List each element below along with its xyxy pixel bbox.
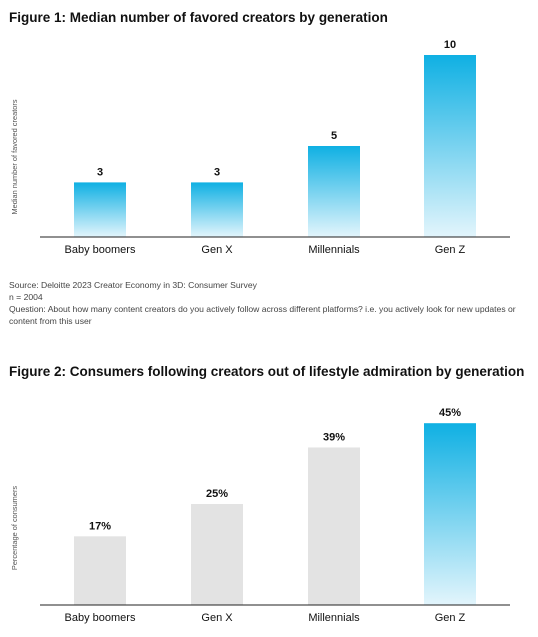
sample-size-note: n = 2004 xyxy=(9,292,43,302)
chart-2-value-label-1: 17% xyxy=(89,520,111,532)
chart-1-value-label-4: 10 xyxy=(444,39,456,51)
chart-1-value-label-3: 5 xyxy=(331,130,337,142)
chart-1-value-label-2: 3 xyxy=(214,166,220,178)
chart-1-category-label-1: Baby boomers xyxy=(65,244,136,256)
chart-2-bar-2 xyxy=(191,504,243,605)
chart-2-bar-1 xyxy=(74,536,126,605)
chart-2-bar-3 xyxy=(308,447,360,605)
chart-1-y-axis-label: Median number of favored creators xyxy=(10,99,19,214)
chart-1-category-label-3: Millennials xyxy=(308,244,360,256)
chart-1-bar-2 xyxy=(191,182,243,237)
chart-2-value-label-3: 39% xyxy=(323,431,345,443)
chart-2-category-label-4: Gen Z xyxy=(435,612,466,624)
chart-1-bar-3 xyxy=(308,146,360,237)
chart-1-category-label-2: Gen X xyxy=(201,244,233,256)
chart-2-category-label-3: Millennials xyxy=(308,612,360,624)
chart-2-bar-4 xyxy=(424,423,476,605)
chart-2-y-axis-label: Percentage of consumers xyxy=(10,486,19,571)
chart-2-value-label-4: 45% xyxy=(439,407,461,419)
chart-1-bar-4 xyxy=(424,55,476,237)
chart-2-category-label-1: Baby boomers xyxy=(65,612,136,624)
chart-2-category-label-2: Gen X xyxy=(201,612,233,624)
chart-1: Median number of favored creators 3 Baby b… xyxy=(10,39,510,256)
question-note: Question: About how many content creator… xyxy=(9,304,516,326)
chart-1-value-label-1: 3 xyxy=(97,166,103,178)
chart-1-category-label-4: Gen Z xyxy=(435,244,466,256)
source-note: Source: Deloitte 2023 Creator Economy in… xyxy=(9,280,257,290)
chart-1-notes: Source: Deloitte 2023 Creator Economy in… xyxy=(9,279,537,327)
chart-1-bar-1 xyxy=(74,182,126,237)
chart-1-title: Figure 1: Median number of favored creat… xyxy=(9,10,388,25)
chart-2-value-label-2: 25% xyxy=(206,488,228,500)
chart-2-title: Figure 2: Consumers following creators o… xyxy=(9,364,525,379)
